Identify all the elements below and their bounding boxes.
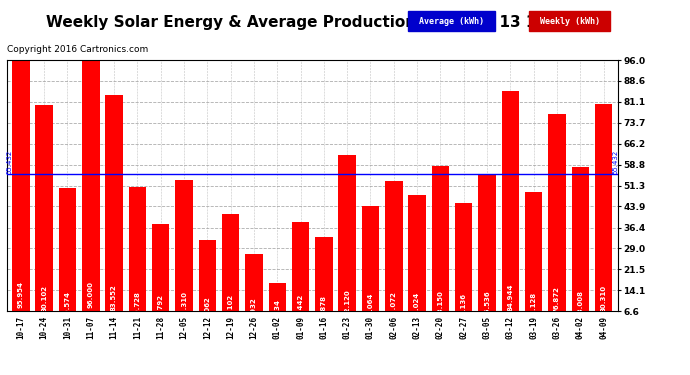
Text: Weekly (kWh): Weekly (kWh): [535, 17, 604, 26]
Text: 32.878: 32.878: [321, 296, 327, 322]
Text: 58.150: 58.150: [437, 290, 444, 317]
Text: 45.136: 45.136: [461, 292, 466, 320]
Text: 84.944: 84.944: [507, 283, 513, 311]
Bar: [478, 174, 496, 330]
Bar: [525, 192, 542, 330]
Bar: [595, 104, 612, 330]
Bar: [106, 95, 123, 330]
Text: 53.310: 53.310: [181, 291, 187, 318]
Bar: [315, 237, 333, 330]
Text: 48.024: 48.024: [414, 292, 420, 319]
Bar: [502, 91, 519, 330]
Bar: [362, 206, 380, 330]
Text: 41.102: 41.102: [228, 293, 234, 321]
Bar: [245, 254, 263, 330]
Text: 55.432: 55.432: [6, 150, 12, 174]
Text: 37.792: 37.792: [158, 294, 164, 321]
Bar: [199, 240, 216, 330]
Bar: [222, 214, 239, 330]
Text: 16.534: 16.534: [274, 299, 280, 326]
Bar: [175, 180, 193, 330]
Text: 44.064: 44.064: [368, 292, 373, 320]
Text: 50.728: 50.728: [135, 291, 141, 318]
Text: 26.932: 26.932: [251, 297, 257, 324]
Bar: [549, 114, 566, 330]
Bar: [12, 60, 30, 330]
Bar: [385, 181, 402, 330]
Bar: [292, 222, 309, 330]
Text: 83.552: 83.552: [111, 284, 117, 311]
Text: 76.872: 76.872: [554, 286, 560, 312]
Text: 58.008: 58.008: [578, 290, 583, 317]
Bar: [432, 166, 449, 330]
Bar: [339, 155, 356, 330]
Bar: [59, 188, 76, 330]
Text: 62.120: 62.120: [344, 289, 351, 316]
Text: 96.000: 96.000: [88, 281, 94, 308]
Bar: [268, 284, 286, 330]
Text: 80.310: 80.310: [600, 285, 607, 312]
Bar: [128, 187, 146, 330]
Bar: [571, 167, 589, 330]
Text: 50.574: 50.574: [64, 291, 70, 318]
Text: Copyright 2016 Cartronics.com: Copyright 2016 Cartronics.com: [7, 45, 148, 54]
Bar: [35, 105, 53, 330]
Bar: [408, 195, 426, 330]
Text: 53.072: 53.072: [391, 291, 397, 318]
Text: 32.062: 32.062: [204, 296, 210, 322]
Text: Weekly Solar Energy & Average Production Wed Apr 13 19:20: Weekly Solar Energy & Average Production…: [46, 15, 575, 30]
Text: 95.954: 95.954: [18, 281, 24, 308]
Bar: [82, 60, 99, 330]
Text: 49.128: 49.128: [531, 292, 537, 319]
Text: 55.536: 55.536: [484, 291, 490, 317]
Text: 38.442: 38.442: [297, 294, 304, 321]
Text: Average (kWh): Average (kWh): [414, 17, 489, 26]
Text: 80.102: 80.102: [41, 285, 47, 312]
Text: 55.432: 55.432: [612, 150, 618, 174]
Bar: [152, 224, 170, 330]
Bar: [455, 203, 473, 330]
